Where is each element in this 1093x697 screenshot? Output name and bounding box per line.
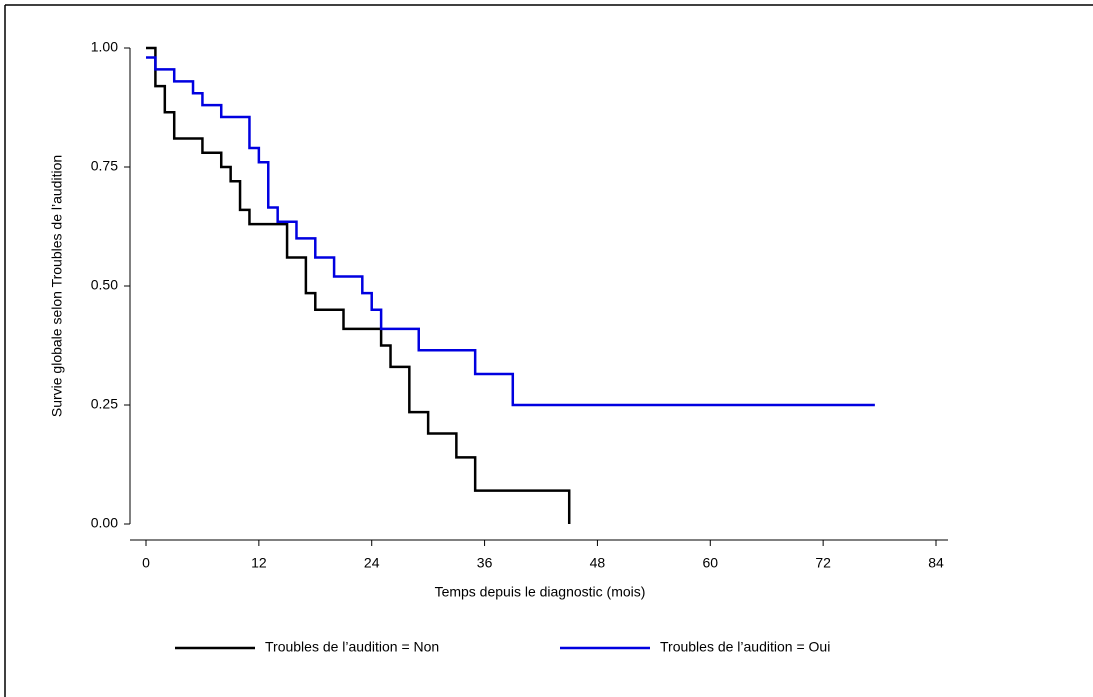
legend-label: Troubles de l’audition = Non <box>265 639 439 655</box>
x-axis-label: Temps depuis le diagnostic (mois) <box>435 584 646 600</box>
y-tick-label: 0.75 <box>91 158 118 174</box>
x-tick-label: 24 <box>364 555 380 571</box>
y-tick-label: 0.00 <box>91 515 118 531</box>
y-tick-label: 0.25 <box>91 396 118 412</box>
x-tick-label: 12 <box>251 555 267 571</box>
y-tick-label: 0.50 <box>91 277 118 293</box>
x-tick-label: 0 <box>142 555 150 571</box>
survival-curve <box>146 56 875 407</box>
x-tick-label: 60 <box>702 555 718 571</box>
x-tick-label: 72 <box>815 555 831 571</box>
y-axis-label: Survie globale selon Troubles de l’audit… <box>49 155 65 417</box>
y-tick-label: 1.00 <box>91 39 118 55</box>
legend-label: Troubles de l’audition = Oui <box>660 639 830 655</box>
survival-curve <box>146 46 571 524</box>
x-tick-label: 84 <box>928 555 944 571</box>
x-tick-label: 36 <box>477 555 493 571</box>
x-tick-label: 48 <box>590 555 606 571</box>
